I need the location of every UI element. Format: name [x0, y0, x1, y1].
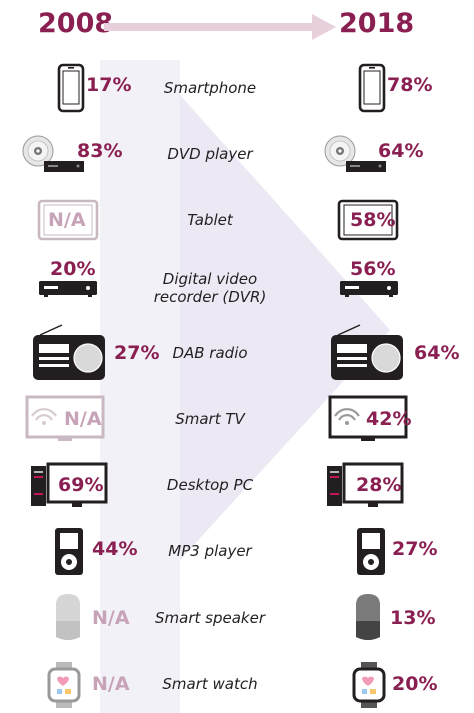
desktop-pc-icon [327, 462, 404, 508]
radio-icon [331, 324, 403, 380]
value-2018: 56% [350, 257, 396, 280]
value-2018: 64% [414, 341, 460, 364]
device-label: DVD player [167, 145, 253, 164]
device-label: Smart TV [175, 410, 245, 428]
dvd-player-icon [324, 135, 386, 173]
value-2008: N/A [64, 408, 102, 430]
smartphone-icon [57, 63, 85, 113]
smart-speaker-icon [356, 593, 380, 640]
value-2008: N/A [92, 672, 130, 695]
value-2008: 27% [114, 341, 160, 364]
value-2008: 44% [92, 538, 138, 561]
value-2018: 27% [392, 538, 438, 561]
device-label: Desktop PC [166, 476, 254, 495]
value-2008: 69% [58, 474, 104, 497]
value-2018: 78% [387, 74, 433, 96]
tablet-icon [337, 200, 399, 241]
smart-watch-icon [352, 661, 386, 708]
smart-speaker-icon [56, 593, 80, 640]
value-2008: 20% [50, 257, 96, 280]
smart-watch-icon [47, 661, 81, 708]
value-2008: 83% [77, 140, 123, 163]
dvr-icon [39, 280, 97, 297]
radio-icon [33, 324, 105, 380]
device-label: Smart speaker [155, 608, 265, 627]
desktop-pc-icon [31, 462, 108, 508]
smart-tv-icon [328, 395, 408, 441]
value-2018: 28% [356, 474, 402, 497]
mp3-player-icon [55, 528, 83, 576]
dvr-icon [340, 280, 398, 297]
device-label: Tablet [187, 211, 233, 230]
smart-tv-icon [25, 395, 105, 441]
value-2018: 42% [366, 408, 412, 430]
dvd-player-icon [22, 135, 84, 173]
value-2018: 58% [350, 209, 396, 232]
value-2018: 20% [392, 672, 438, 695]
value-2018: 64% [378, 140, 424, 163]
year-arrow [104, 14, 336, 40]
value-2008: N/A [48, 209, 86, 232]
year-start: 2008 [38, 8, 114, 39]
mp3-player-icon [357, 528, 385, 576]
value-2008: 17% [86, 74, 132, 96]
value-2008: N/A [92, 606, 130, 629]
device-label: MP3 player [168, 542, 252, 561]
value-2018: 13% [390, 606, 436, 629]
device-label: DAB radio [172, 343, 248, 362]
device-label: Digital video recorder (DVR) [153, 269, 267, 306]
device-label: Smart watch [162, 674, 258, 693]
year-end: 2018 [339, 8, 415, 39]
smartphone-icon [358, 63, 386, 113]
tablet-icon [37, 200, 99, 241]
device-label: Smartphone [163, 79, 257, 97]
